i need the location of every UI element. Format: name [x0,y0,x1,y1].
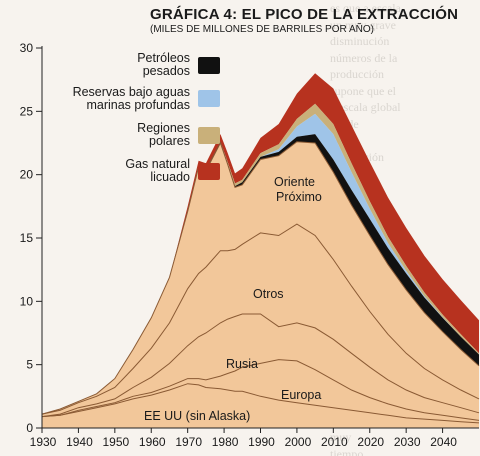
x-axis: 1930 1940 1950 1960 1970 1980 1990 2000 2010 2020… [30,427,479,449]
y-tick-label: 30 [20,41,34,55]
legend-label-line: marinas profundas [86,98,190,112]
area-band-ee-uu-sin-alaska- [42,383,479,428]
legend-label-line: polares [149,134,190,148]
chart-areas [42,73,479,428]
y-tick-label: 0 [26,421,33,435]
x-tick-label: 2000 [285,435,312,449]
chart-subtitle: (MILES DE MILLONES DE BARRILES POR AÑO) [150,24,374,35]
legend-label: Reservas bajo aguas marinas profundas [73,86,190,112]
y-tick-label: 20 [20,168,34,182]
x-tick-label: 1950 [102,435,129,449]
boundary-line-oriente-pr-ximo [41,141,480,415]
area-band-otros [42,224,479,417]
legend-label-line: Gas natural [125,157,190,171]
area-band-oriente-pr-ximo [42,141,479,415]
legend-label: Petróleos pesados [137,52,190,78]
x-tick-label: 1990 [248,435,275,449]
x-tick-label: 1940 [66,435,93,449]
boundary-line-rusia [41,313,480,418]
legend-label-line: licuado [150,170,190,184]
boundary-line-europa [41,359,480,421]
x-tick-label: 1930 [30,435,57,449]
x-tick-label: 2040 [430,435,457,449]
boundary-line-ee-uu-sin-alaska- [41,383,480,424]
x-tick-label: 2010 [321,435,348,449]
legend-label: Gas natural licuado [125,158,190,184]
label-eeuu: EE UU (sin Alaska) [144,409,250,423]
label-oriente-proximo-2: Próximo [276,190,322,204]
legend-swatch-petroleos-pesados [198,57,220,74]
y-tick-label: 5 [26,358,33,372]
legend-label: Regiones polares [137,122,190,148]
area-boundary-lines [41,141,480,424]
label-oriente-proximo-1: Oriente [274,175,315,189]
area-band-europa [42,359,479,423]
y-tick-label: 10 [20,294,34,308]
x-tick-label: 1980 [212,435,239,449]
label-rusia: Rusia [226,357,258,371]
legend-label-line: Reservas bajo aguas [72,85,190,99]
label-europa: Europa [281,388,321,402]
legend-label-line: Regiones [137,121,190,135]
x-tick-label: 2020 [357,435,384,449]
label-otros: Otros [253,287,284,301]
chart-title: GRÁFICA 4: EL PICO DE LA EXTRACCIÓN [150,6,459,23]
boundary-line-otros [41,223,480,415]
area-labels: Oriente Próximo Otros Rusia Europa EE UU… [144,175,322,423]
area-band-gas-natural-licuado [42,73,479,415]
area-band-rusia [42,314,479,421]
x-tick-label: 1960 [139,435,166,449]
legend-swatch-aguas-profundas [198,90,220,107]
x-tick-label: 2030 [394,435,421,449]
y-axis: 0 5 10 15 20 25 30 [20,41,43,435]
x-tick-label: 1970 [175,435,202,449]
y-tick-label: 15 [20,231,34,245]
legend-swatch-regiones-polares [198,127,220,144]
legend-swatch-gas-natural [198,163,220,180]
y-tick-label: 25 [20,104,34,118]
legend-label-line: Petróleos [137,51,190,65]
legend-label-line: pesados [142,64,190,78]
